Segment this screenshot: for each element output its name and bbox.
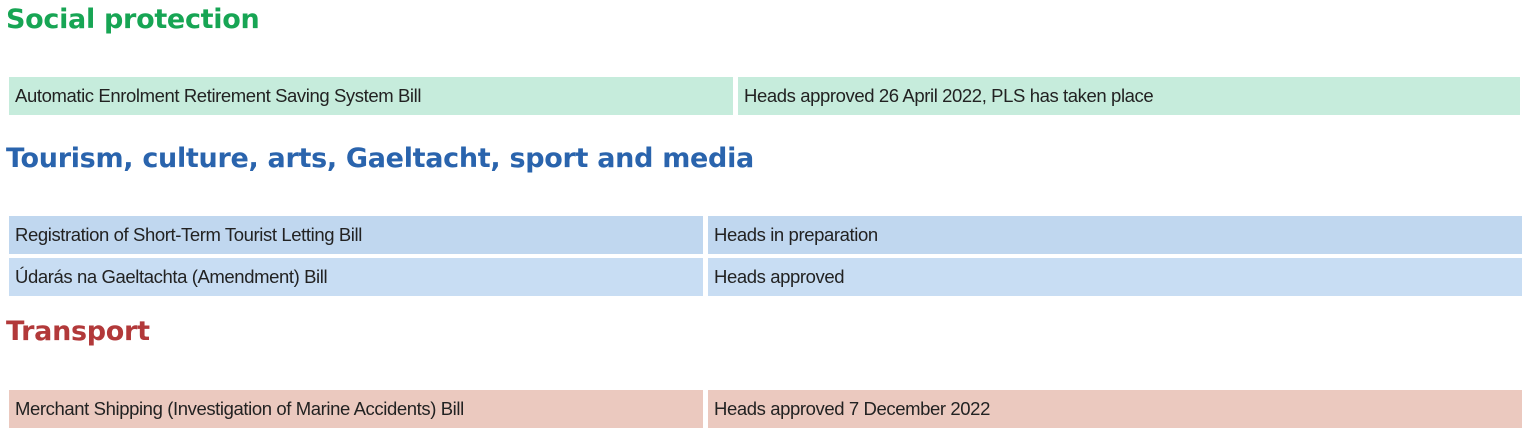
- bill-name-cell: Automatic Enrolment Retirement Saving Sy…: [9, 77, 733, 115]
- section-heading-transport: Transport: [6, 316, 150, 347]
- bill-status-cell: Heads in preparation: [708, 216, 1522, 254]
- social-protection-table: Automatic Enrolment Retirement Saving Sy…: [9, 77, 1520, 119]
- transport-table: Merchant Shipping (Investigation of Mari…: [9, 390, 1522, 432]
- bill-status-cell: Heads approved 7 December 2022: [708, 390, 1522, 428]
- tourism-table: Registration of Short-Term Tourist Letti…: [9, 216, 1522, 300]
- bill-name-cell: Merchant Shipping (Investigation of Mari…: [9, 390, 703, 428]
- bill-name-cell: Registration of Short-Term Tourist Letti…: [9, 216, 703, 254]
- bill-name-cell: Údarás na Gaeltachta (Amendment) Bill: [9, 258, 703, 296]
- table-row: Automatic Enrolment Retirement Saving Sy…: [9, 77, 1520, 115]
- table-row: Merchant Shipping (Investigation of Mari…: [9, 390, 1522, 428]
- bill-status-cell: Heads approved: [708, 258, 1522, 296]
- table-row: Registration of Short-Term Tourist Letti…: [9, 216, 1522, 254]
- table-row: Údarás na Gaeltachta (Amendment) Bill He…: [9, 258, 1522, 296]
- section-heading-social-protection: Social protection: [6, 4, 260, 35]
- section-heading-tourism: Tourism, culture, arts, Gaeltacht, sport…: [6, 143, 754, 174]
- bill-status-cell: Heads approved 26 April 2022, PLS has ta…: [738, 77, 1520, 115]
